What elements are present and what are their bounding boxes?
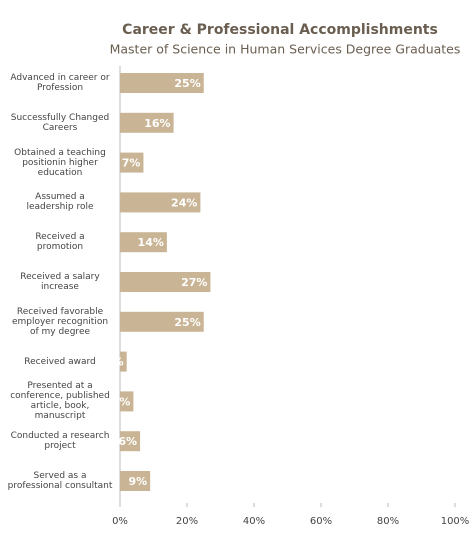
bar [120,73,204,93]
category-label: Received award [24,356,96,367]
value-label: 14% [138,236,164,249]
x-tick-label: 40% [243,516,265,527]
bar [120,152,144,173]
chart-title: Career & Professional Accomplishments [122,22,438,38]
value-label: 4% [112,395,131,408]
x-tick-label: 20% [176,516,198,527]
value-label: 6% [118,435,137,448]
bar [120,192,201,213]
x-tick-label: 0% [112,516,128,527]
x-tick-label: 60% [310,516,332,527]
value-label: 2% [105,356,124,369]
category-label: Obtained a teaching positionin higher ed… [14,147,106,178]
category-label: Conducted a research project [10,431,110,452]
value-label: 25% [174,77,200,90]
bar [120,391,134,412]
category-label: Presented at a conference, published art… [10,381,110,422]
bar [120,471,151,491]
category-label: Successfully Changed Careers [10,112,110,133]
bar [120,232,167,253]
category-label: Received favorable employer recognition … [11,306,109,337]
bar [120,351,127,372]
value-label: 9% [128,475,147,488]
x-tick-label: 80% [377,516,399,527]
bar [120,112,174,133]
chart-subtitle: Master of Science in Human Services Degr… [110,42,461,57]
category-label: Received a promotion [35,232,85,253]
value-label: 25% [174,316,200,329]
category-label: Served as a professional consultant [7,471,113,491]
x-tick-label: 100% [441,516,470,527]
category-label: Received a salary increase [20,272,100,292]
bar [120,431,141,452]
category-label: Assumed a leadership role [26,192,94,213]
bar [120,311,204,332]
bar [120,272,211,292]
value-label: 16% [144,117,170,130]
category-label: Advanced in career or Profession [10,73,110,93]
value-label: 27% [181,276,207,289]
value-label: 7% [122,157,141,170]
value-label: 24% [171,196,197,209]
